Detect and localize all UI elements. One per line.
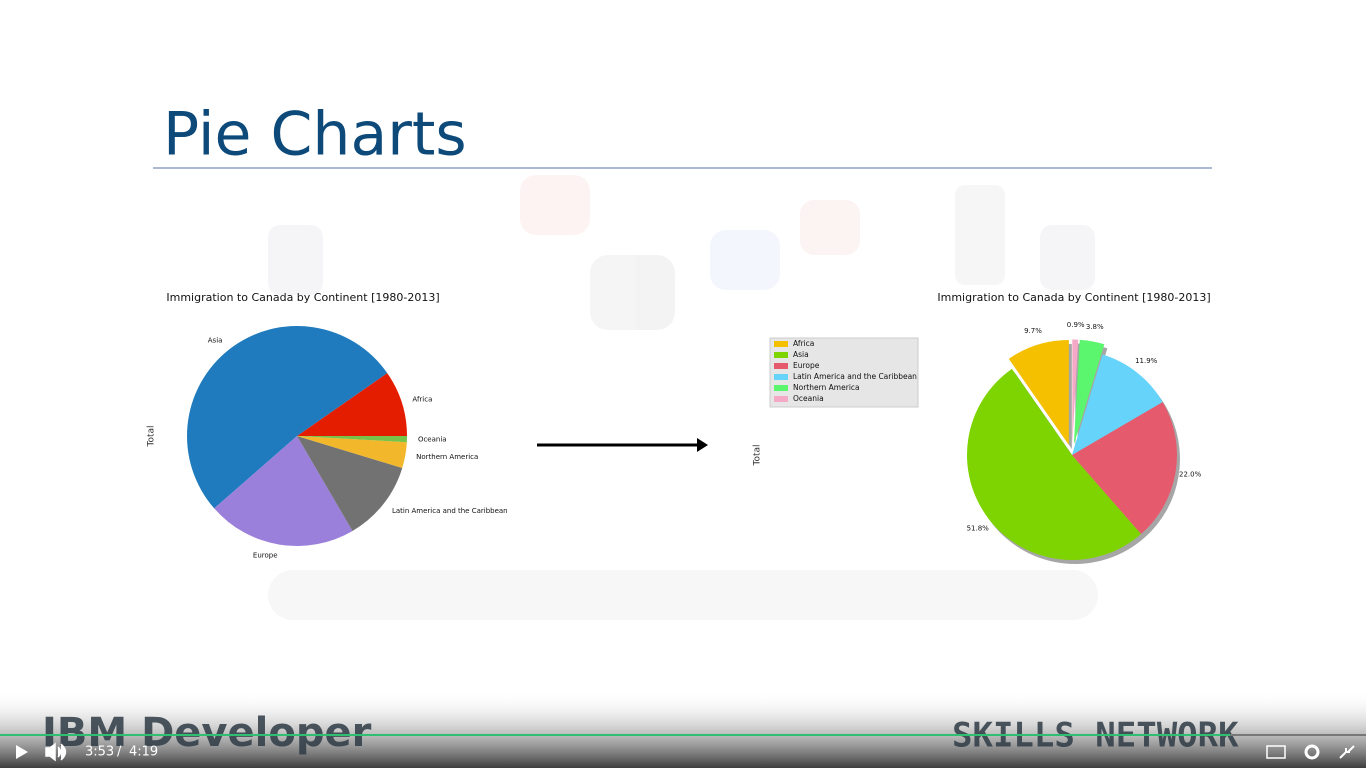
- pie-wedge: [297, 436, 407, 443]
- duration: 4:19: [129, 745, 158, 760]
- legend-box: [769, 337, 919, 408]
- wedge-label: Oceania: [418, 435, 447, 443]
- legend-swatch: [774, 374, 788, 380]
- pie-wedge: [186, 325, 388, 509]
- legend-label: Northern America: [793, 383, 860, 392]
- legend-label: Oceania: [793, 394, 824, 403]
- legend-swatch: [774, 363, 788, 369]
- percent-label: 51.8%: [967, 525, 990, 533]
- time-separator: /: [117, 745, 122, 760]
- y-axis-label: Total: [753, 444, 763, 466]
- percent-label: 9.7%: [1024, 327, 1042, 335]
- play-button[interactable]: [16, 745, 28, 759]
- pie-wedge: [1008, 339, 1069, 445]
- wedge-label: Africa: [412, 396, 432, 404]
- wedge-label: Europe: [253, 551, 278, 559]
- legend-swatch: [774, 396, 788, 402]
- pie-wedge: [214, 436, 353, 546]
- legend-swatch: [774, 352, 788, 358]
- legend-label: Europe: [793, 361, 820, 370]
- pie-wedge: [1073, 339, 1105, 445]
- percent-label: 22.0%: [1179, 470, 1202, 478]
- progress-played: [0, 734, 1230, 736]
- volume-button[interactable]: [45, 742, 67, 762]
- wedge-label: Latin America and the Caribbean: [392, 507, 508, 515]
- settings-button[interactable]: [1304, 744, 1320, 760]
- pie-wedge: [1072, 354, 1163, 455]
- brand-left: IBM Developer: [42, 710, 372, 756]
- y-axis-label: Total: [147, 425, 157, 447]
- percent-label: 0.9%: [1067, 321, 1085, 329]
- pie-wedge: [1072, 339, 1079, 445]
- arrow-head: [697, 438, 708, 452]
- pie-wedge: [297, 373, 407, 436]
- pie-wedge: [1072, 402, 1177, 535]
- legend-label: Latin America and the Caribbean: [793, 372, 917, 381]
- captions-button[interactable]: [1266, 745, 1286, 759]
- chart-title: Immigration to Canada by Continent [1980…: [937, 291, 1210, 304]
- pie-wedge: [297, 436, 403, 531]
- legend-swatch: [774, 385, 788, 391]
- wedge-label: Northern America: [416, 453, 478, 461]
- exit-fullscreen-button[interactable]: [1339, 745, 1355, 759]
- legend-label: Asia: [793, 350, 809, 359]
- slide-title: Pie Charts: [163, 100, 467, 170]
- wedge-label: Asia: [208, 337, 223, 345]
- chart-title: Immigration to Canada by Continent [1980…: [166, 291, 439, 304]
- pie-wedge: [967, 368, 1142, 561]
- current-time: 3:53: [85, 745, 114, 760]
- legend-swatch: [774, 341, 788, 347]
- pie-wedge: [297, 436, 407, 468]
- player-bar: [0, 690, 1366, 768]
- percent-label: 11.9%: [1135, 357, 1158, 365]
- legend-label: Africa: [793, 339, 814, 348]
- percent-label: 3.8%: [1086, 323, 1104, 331]
- background-art: [268, 175, 1098, 620]
